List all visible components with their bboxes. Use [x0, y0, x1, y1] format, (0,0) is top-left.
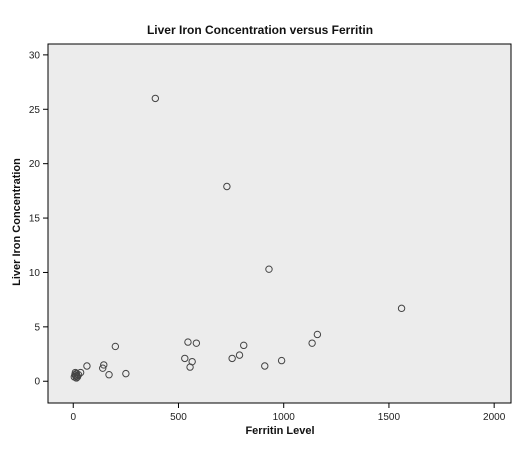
data-point: [397, 304, 406, 313]
y-tick-label: 10: [29, 268, 41, 279]
data-point: [228, 354, 236, 363]
x-tick-label: 1500: [378, 412, 401, 423]
data-point: [83, 362, 91, 370]
x-axis-label: Ferritin Level: [245, 425, 314, 437]
data-point: [265, 265, 273, 273]
data-point: [181, 354, 189, 363]
y-axis-label: Liver Iron Concentration: [11, 158, 23, 286]
data-point: [277, 356, 286, 365]
x-axis: 0 500 1000 1500 2000: [70, 403, 506, 423]
y-tick-label: 30: [29, 50, 41, 61]
x-tick-label: 1000: [273, 412, 296, 423]
data-point: [240, 341, 248, 350]
data-point: [235, 351, 244, 359]
data-point: [122, 369, 130, 378]
x-tick-label: 2000: [483, 412, 506, 423]
chart-title: Liver Iron Concentration versus Ferritin: [147, 23, 373, 37]
data-point: [151, 94, 160, 103]
x-tick-label: 0: [70, 412, 76, 423]
y-tick-label: 0: [34, 377, 40, 388]
data-point: [188, 357, 196, 366]
y-tick-label: 25: [29, 105, 41, 116]
data-point: [184, 338, 192, 346]
data-point: [308, 339, 316, 347]
plot-area: [47, 43, 512, 404]
data-point: [105, 371, 113, 379]
data-points: [70, 94, 406, 382]
data-point: [99, 364, 107, 372]
y-axis: 0 5 10 15 20 25 30: [29, 50, 48, 388]
data-point: [76, 368, 85, 377]
y-tick-label: 15: [29, 214, 41, 225]
data-point: [223, 182, 231, 191]
x-tick-label: 500: [170, 412, 187, 423]
data-point: [74, 371, 83, 379]
data-point: [100, 361, 108, 369]
y-tick-label: 20: [29, 159, 41, 170]
data-point: [313, 330, 322, 339]
data-point: [261, 362, 269, 370]
y-tick-label: 5: [34, 322, 40, 333]
data-point: [192, 339, 201, 347]
data-point: [111, 342, 120, 351]
